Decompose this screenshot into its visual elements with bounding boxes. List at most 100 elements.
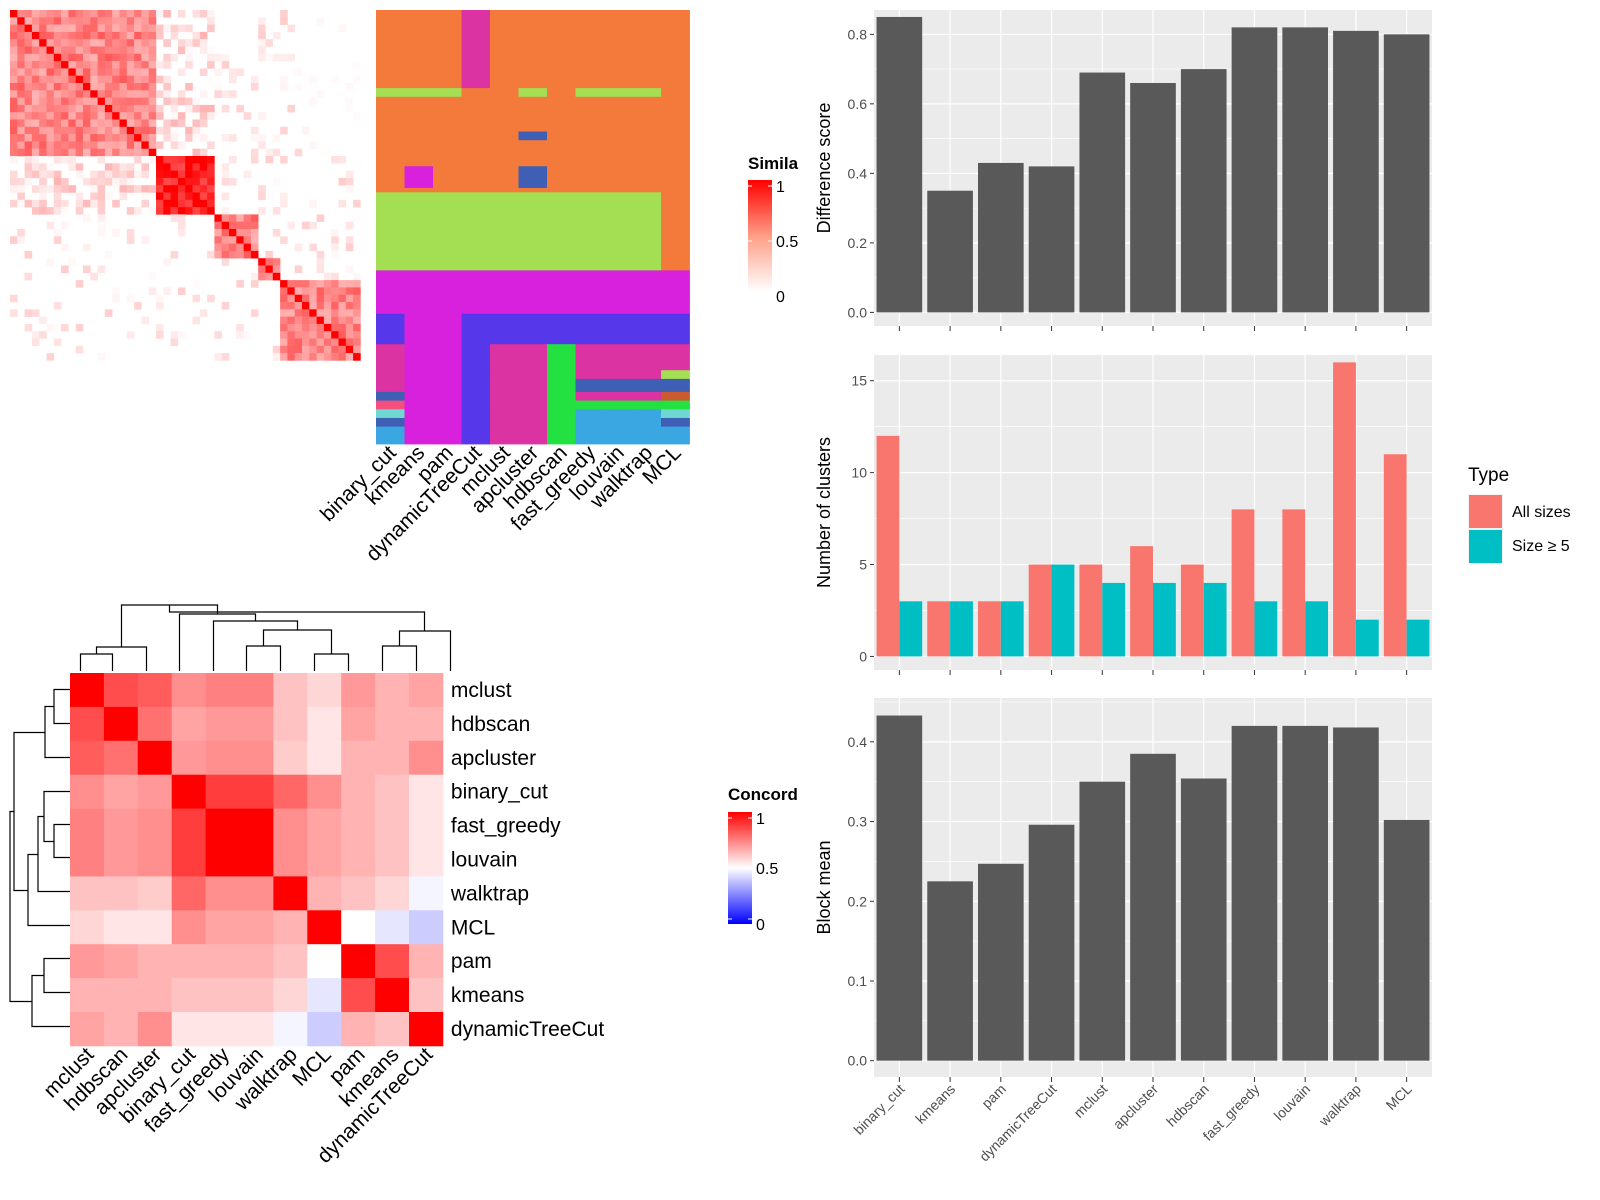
concordance-cell [307, 910, 342, 945]
similarity-cell [236, 236, 244, 244]
similarity-cell [221, 53, 230, 62]
similarity-cell [163, 134, 171, 142]
similarity-cell [177, 214, 186, 222]
similarity-cell [170, 207, 179, 215]
similarity-cell [134, 126, 142, 135]
similarity-cell [170, 119, 179, 128]
similarity-cell [141, 53, 149, 62]
similarity-color-bar [748, 180, 772, 292]
similarity-cell [148, 185, 157, 193]
concordance-cell [341, 740, 376, 776]
similarity-cell [46, 39, 55, 47]
similarity-cell [134, 119, 142, 128]
concordance-legend: Concord 1 0.5 0 [728, 785, 798, 934]
similarity-cell [207, 185, 215, 193]
similarity-cell [338, 177, 347, 186]
similarity-cell [272, 134, 281, 142]
concordance-cell [70, 740, 105, 776]
similarity-cell [119, 53, 128, 62]
assignment-cell [490, 391, 519, 401]
similarity-cell [119, 39, 128, 47]
similarity-cell [331, 345, 339, 354]
similarity-cell [338, 309, 347, 317]
concordance-cell [307, 706, 342, 742]
assignment-cell [461, 344, 491, 371]
similarity-cell [236, 104, 244, 113]
assignment-cell [632, 344, 662, 371]
similarity-cell [83, 148, 91, 157]
similarity-cell [207, 46, 215, 55]
similarity-cell [17, 112, 25, 120]
bar-size-ge5 [1153, 582, 1176, 657]
similarity-cell [46, 61, 55, 69]
similarity-cell [97, 97, 106, 106]
similarity-cell [31, 24, 40, 33]
assignment-cell [575, 344, 605, 371]
similarity-cell [199, 156, 208, 164]
similarity-cell [61, 61, 69, 69]
similarity-cell [309, 97, 317, 106]
similarity-cell [134, 39, 142, 47]
similarity-cell [199, 46, 208, 55]
concordance-cell [341, 1012, 376, 1047]
assignment-cell [632, 131, 662, 141]
similarity-cell [90, 90, 98, 98]
assignment-cell [490, 313, 519, 345]
concordance-row-label: louvain [451, 848, 518, 871]
concordance-cell [375, 673, 410, 708]
similarity-cell [75, 97, 84, 106]
concordance-cell [239, 706, 274, 742]
similarity-cell [236, 250, 244, 259]
assignment-cell [490, 270, 519, 289]
assignment-cell [661, 287, 690, 315]
similarity-cell [31, 53, 40, 62]
similarity-cell [214, 250, 222, 259]
similarity-cell [309, 302, 317, 310]
similarity-cell [90, 61, 98, 69]
similarity-cell [353, 294, 361, 303]
similarity-cell [287, 316, 295, 325]
assignment-cell [518, 344, 548, 371]
similarity-cell [134, 83, 142, 91]
similarity-cell [90, 97, 98, 106]
similarity-cell [97, 90, 106, 98]
similarity-cell [10, 119, 18, 128]
assignment-cell [661, 409, 690, 419]
similarity-cell [163, 90, 171, 98]
similarity-cell [148, 24, 157, 33]
similarity-cell [156, 294, 164, 303]
similarity-cell [104, 90, 113, 98]
similarity-cell [316, 331, 325, 339]
similarity-cell [185, 24, 193, 33]
legend-swatch-size-ge5 [1469, 530, 1502, 563]
concordance-row-label: binary_cut [451, 781, 548, 804]
similarity-cell [163, 177, 171, 186]
similarity-cell [148, 287, 157, 295]
similarity-cell [24, 199, 33, 208]
similarity-cell [104, 119, 113, 128]
similarity-cell [104, 10, 113, 18]
assignment-cell [404, 10, 434, 89]
assignment-cell [404, 417, 434, 428]
similarity-cell [53, 17, 62, 25]
concordance-cell [273, 876, 308, 911]
assignment-cell [376, 287, 405, 315]
similarity-cell [309, 75, 317, 84]
similarity-cell [17, 39, 25, 47]
similarity-cell [90, 177, 98, 186]
similarity-cell [112, 68, 120, 76]
similarity-cell [229, 221, 237, 230]
assignment-cell [490, 131, 519, 141]
assignment-cell [433, 391, 462, 401]
assignment-cell [604, 391, 633, 401]
similarity-cell [258, 272, 266, 281]
concordance-column-labels: mclusthdbscanapclusterbinary_cutfast_gre… [39, 1043, 437, 1168]
similarity-cell [126, 331, 135, 339]
similarity-cell [104, 46, 113, 55]
y-tick-label: 5 [859, 557, 867, 573]
similarity-cell [156, 192, 164, 201]
assignment-cell [632, 140, 662, 167]
assignment-cell [376, 88, 405, 98]
similarity-cell [17, 119, 25, 128]
similarity-cell [331, 250, 339, 259]
